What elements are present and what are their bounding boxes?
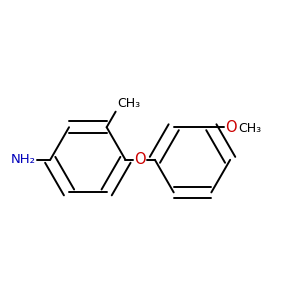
Text: CH₃: CH₃ (238, 122, 261, 135)
Text: O: O (225, 120, 237, 135)
Text: O: O (134, 152, 146, 167)
Text: CH₃: CH₃ (117, 97, 140, 110)
Text: NH₂: NH₂ (11, 153, 35, 166)
